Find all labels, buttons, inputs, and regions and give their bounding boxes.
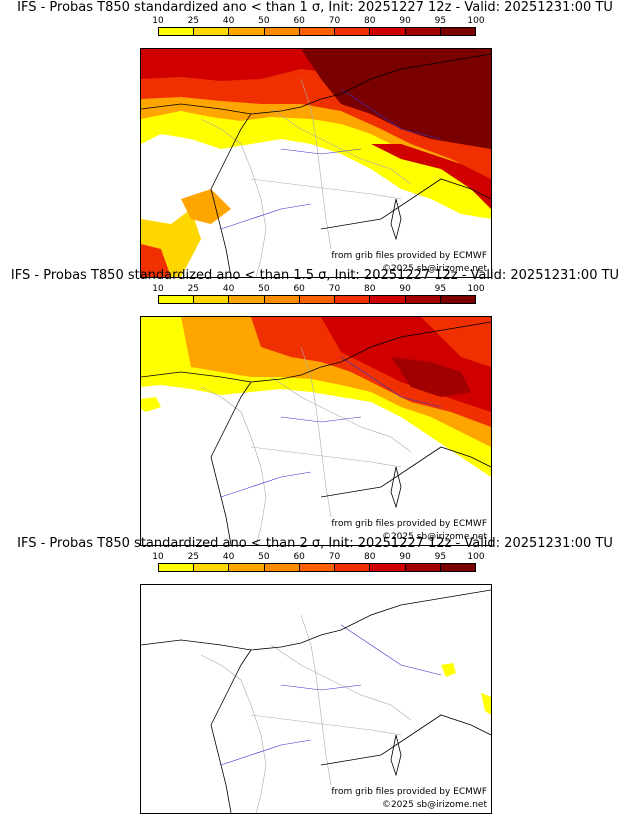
colorbar-swatch [440,28,475,35]
colorbar-swatch [335,296,371,303]
colorbar-swatch [370,296,406,303]
colorbar-swatch [159,28,195,35]
map-canvas [141,589,491,813]
colorbar-swatch [229,296,265,303]
colorbar-swatch [299,564,336,571]
colorbar-swatch [440,564,475,571]
tick-label: 10 [152,284,164,294]
colorbar-swatch [335,564,371,571]
colorbar-swatch [194,28,230,35]
tick-label: 25 [187,552,200,562]
copyright-text: ©2025 sb@irizome.net [380,800,488,811]
map-panel-1: IFS - Probas T850 standardized ano < tha… [0,0,630,278]
tick-label: 70 [328,552,341,562]
probability-map: from grib files provided by ECMWF ©2025 … [140,584,492,814]
tick-label: 40 [222,552,235,562]
tick-label: 25 [187,16,200,26]
tick-label: 25 [187,284,200,294]
colorbar-ticks: 10 25 40 50 60 70 80 90 95 100 [152,552,484,563]
tick-label: 10 [152,552,164,562]
colorbar [158,563,476,572]
colorbar-swatch [194,296,230,303]
tick-label: 50 [258,552,270,562]
colorbar-swatch [370,564,406,571]
tick-label: 60 [293,552,305,562]
colorbar-ticks: 10 25 40 50 60 70 80 90 95 100 [152,284,484,295]
colorbar-swatch [299,296,336,303]
copyright-text: ©2025 sb@irizome.net [380,532,488,543]
tick-label: 95 [434,16,447,26]
colorbar [158,27,476,36]
tick-label: 70 [328,16,341,26]
map-panel-3: IFS - Probas T850 standardized ano < tha… [0,536,630,814]
tick-label: 80 [364,284,376,294]
tick-label: 40 [222,284,235,294]
tick-label: 100 [467,552,485,562]
tick-label: 100 [467,16,485,26]
probability-map: from grib files provided by ECMWF ©2025 … [140,316,492,546]
probability-shading [141,317,491,477]
probability-map: from grib files provided by ECMWF ©2025 … [140,48,492,278]
panel-title: IFS - Probas T850 standardized ano < tha… [17,536,613,551]
colorbar-swatch [229,28,265,35]
colorbar-swatch [159,564,195,571]
tick-label: 40 [222,16,235,26]
tick-label: 90 [399,552,411,562]
colorbar-swatch [159,296,195,303]
probability-shading [141,49,491,277]
probability-shading [441,663,491,715]
colorbar-ticks: 10 25 40 50 60 70 80 90 95 100 [152,16,484,27]
colorbar-swatch [264,28,300,35]
map-canvas [141,49,491,277]
tick-label: 100 [467,284,485,294]
tick-label: 90 [399,16,411,26]
map-boundaries [141,589,491,813]
tick-label: 80 [364,552,376,562]
data-source-credit: from grib files provided by ECMWF [330,251,488,262]
map-panel-2: IFS - Probas T850 standardized ano < tha… [0,268,630,546]
colorbar-swatch [264,564,300,571]
colorbar-swatch [405,564,441,571]
tick-label: 70 [328,284,341,294]
data-source-credit: from grib files provided by ECMWF [330,519,488,530]
tick-label: 60 [293,16,305,26]
colorbar-swatch [194,564,230,571]
colorbar [158,295,476,304]
colorbar-swatch [405,296,441,303]
colorbar-swatch [440,296,475,303]
colorbar-swatch [229,564,265,571]
colorbar-swatch [370,28,406,35]
colorbar-swatch [264,296,300,303]
colorbar-swatch [299,28,336,35]
colorbar-swatch [335,28,371,35]
map-boundaries [141,53,491,277]
colorbar-swatch [405,28,441,35]
tick-label: 10 [152,16,164,26]
map-boundaries [141,321,491,545]
copyright-text: ©2025 sb@irizome.net [380,264,488,275]
tick-label: 95 [434,552,447,562]
tick-label: 90 [399,284,411,294]
panel-title: IFS - Probas T850 standardized ano < tha… [17,0,613,15]
panel-title: IFS - Probas T850 standardized ano < tha… [10,268,620,283]
tick-label: 80 [364,16,376,26]
map-canvas [141,317,491,545]
tick-label: 60 [293,284,305,294]
tick-label: 50 [258,284,270,294]
data-source-credit: from grib files provided by ECMWF [330,787,488,798]
tick-label: 95 [434,284,447,294]
tick-label: 50 [258,16,270,26]
